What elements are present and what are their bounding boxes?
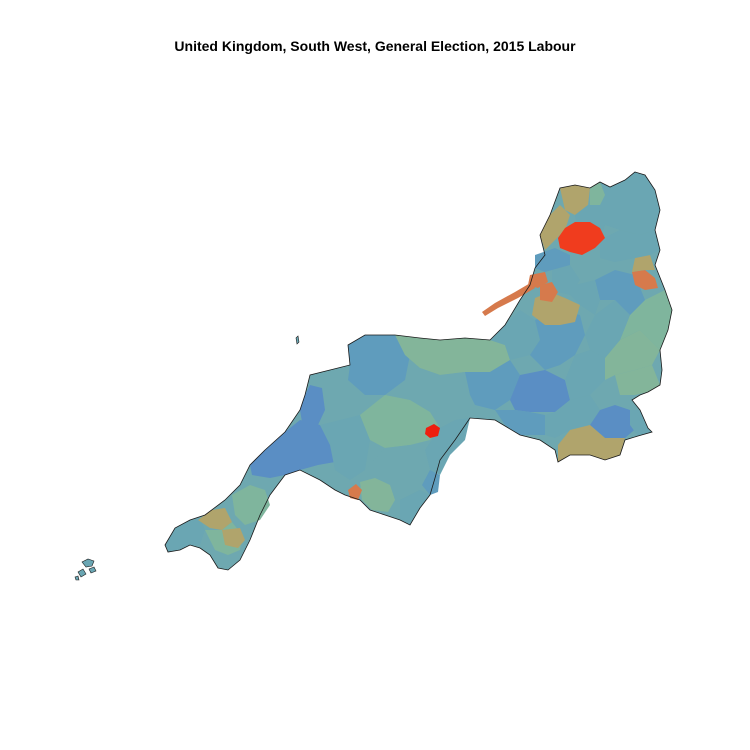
region-bath	[570, 280, 600, 315]
region-north-cornwall	[250, 420, 335, 478]
region-totnes	[400, 490, 430, 525]
region-swindon-north	[632, 255, 655, 272]
region-torridge	[300, 385, 325, 425]
region-cotswolds	[600, 172, 660, 235]
region-exmoor	[395, 335, 510, 375]
region-exeter	[425, 424, 440, 438]
region-north-devon	[348, 335, 410, 395]
region-devon-west	[320, 415, 370, 480]
region-gloucester	[558, 222, 605, 255]
region-south-dorset	[545, 395, 600, 438]
region-poole	[630, 410, 652, 436]
region-st-austell	[232, 485, 270, 525]
region-north-dorset	[605, 330, 660, 380]
region-kingswood	[552, 265, 580, 295]
region-forest-of-dean	[540, 205, 570, 250]
region-swindon-south	[632, 270, 658, 290]
region-bridgwater	[490, 310, 540, 360]
lundy-island	[295, 335, 300, 345]
region-north-wiltshire	[600, 230, 660, 262]
region-taunton	[465, 360, 520, 410]
region-salisbury	[620, 290, 672, 350]
region-tewkesbury	[560, 185, 590, 215]
isles-of-scilly	[74, 558, 97, 581]
region-chippenham	[595, 270, 645, 315]
region-truro-falmouth	[222, 528, 245, 548]
region-somerton	[565, 350, 605, 400]
region-wells	[530, 310, 585, 370]
region-severn-strip	[482, 282, 535, 316]
region-weymouth	[558, 425, 625, 462]
region-devizes	[585, 300, 630, 358]
region-tiverton	[405, 368, 470, 412]
region-camborne	[198, 508, 232, 530]
region-cotswolds-east	[590, 182, 605, 205]
region-yeovil	[510, 370, 570, 412]
region-plymouth-moor-view	[360, 478, 395, 512]
region-penwith	[165, 518, 205, 552]
region-central-devon	[360, 395, 440, 448]
region-bristol-south	[540, 282, 558, 302]
region-plymouth-sutton	[348, 484, 362, 500]
region-thornbury	[535, 248, 570, 272]
map-title: United Kingdom, South West, General Elec…	[174, 38, 576, 54]
region-mid-dorset	[590, 405, 640, 438]
coastline	[164, 171, 673, 571]
region-newton-abbot	[425, 418, 470, 475]
region-bournemouth	[615, 365, 660, 395]
region-west-dorset	[495, 410, 545, 435]
